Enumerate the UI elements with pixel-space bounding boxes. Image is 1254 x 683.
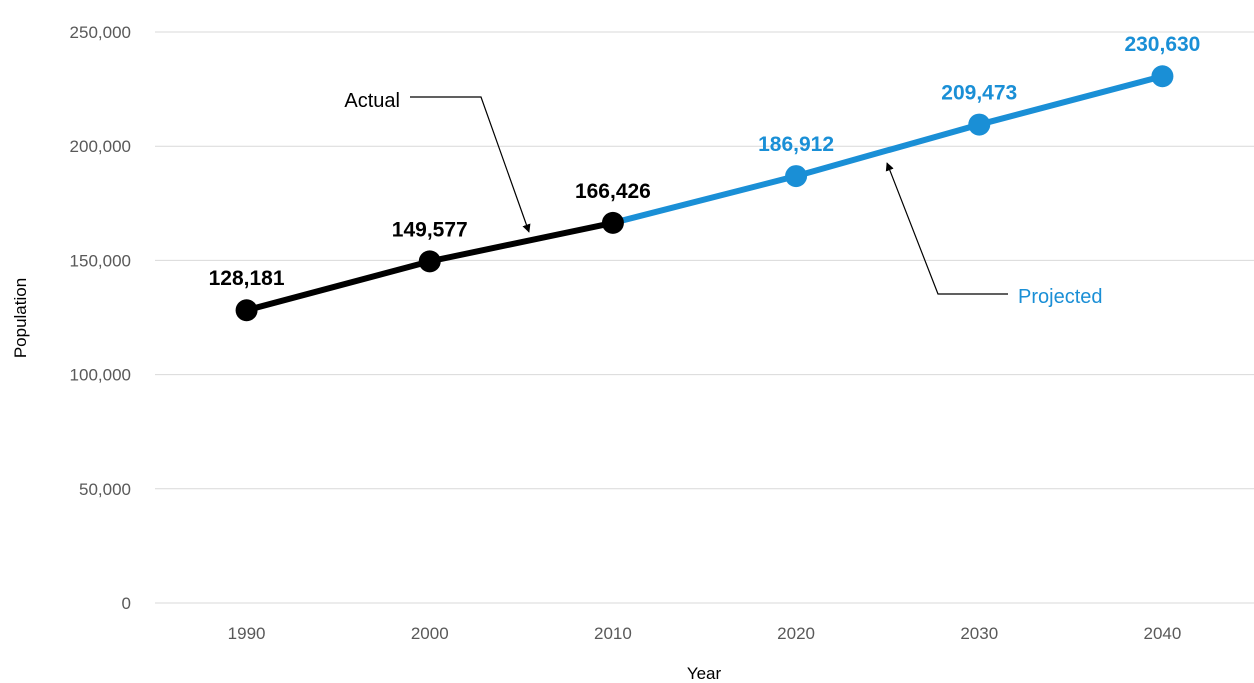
x-tick-label: 2020 — [777, 624, 815, 643]
x-tick-label: 2000 — [411, 624, 449, 643]
actual-annotation: Actual — [344, 90, 531, 233]
y-tick-label: 150,000 — [70, 251, 131, 270]
actual-data-point — [418, 250, 441, 273]
x-axis-title: Year — [687, 664, 722, 683]
data-points — [235, 65, 1174, 322]
y-axis-title: Population — [11, 278, 30, 358]
data-labels: 128,181 149,577 166,426 186,912 209,473 230,6… — [209, 33, 1201, 290]
x-tick-label: 2030 — [960, 624, 998, 643]
actual-data-point — [601, 211, 624, 234]
projected-annotation-leader — [885, 162, 1008, 295]
y-axis-ticks: 0 50,000 100,000 150,000 200,000 250,000 — [70, 23, 131, 613]
projected-annotation: Projected — [885, 162, 1103, 308]
actual-annotation-leader — [410, 96, 531, 233]
actual-data-label: 128,181 — [209, 267, 285, 290]
projected-data-point — [785, 165, 808, 188]
projected-data-label: 209,473 — [941, 82, 1017, 105]
actual-data-point — [235, 299, 258, 322]
y-tick-label: 250,000 — [70, 23, 131, 42]
y-tick-label: 100,000 — [70, 366, 131, 385]
actual-data-label: 149,577 — [392, 218, 468, 241]
y-tick-label: 0 — [122, 594, 131, 613]
x-tick-label: 1990 — [228, 624, 266, 643]
projected-data-point — [968, 113, 991, 136]
projected-data-label: 230,630 — [1124, 33, 1200, 56]
projected-data-point — [1151, 65, 1174, 88]
projected-annotation-label: Projected — [1018, 286, 1103, 308]
x-axis-ticks: 1990 2000 2010 2020 2030 2040 — [228, 624, 1182, 643]
projected-series-line — [612, 73, 1164, 226]
gridlines — [155, 31, 1254, 604]
x-tick-label: 2040 — [1144, 624, 1182, 643]
actual-annotation-label: Actual — [344, 90, 400, 112]
projected-data-label: 186,912 — [758, 133, 834, 156]
y-tick-label: 50,000 — [79, 480, 131, 499]
x-tick-label: 2010 — [594, 624, 632, 643]
actual-data-label: 166,426 — [575, 180, 651, 203]
y-tick-label: 200,000 — [70, 137, 131, 156]
